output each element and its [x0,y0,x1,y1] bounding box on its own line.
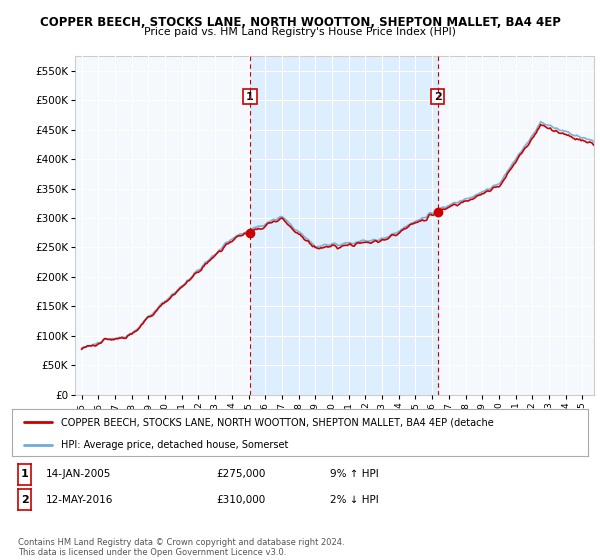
Text: 14-JAN-2005: 14-JAN-2005 [46,469,112,479]
Text: HPI: Average price, detached house, Somerset: HPI: Average price, detached house, Some… [61,440,289,450]
Text: 1: 1 [21,469,28,479]
Text: 12-MAY-2016: 12-MAY-2016 [46,494,113,505]
Text: 2: 2 [434,92,442,102]
Text: 9% ↑ HPI: 9% ↑ HPI [330,469,379,479]
Bar [250,56,437,395]
Text: £310,000: £310,000 [216,494,265,505]
Text: 1: 1 [246,92,254,102]
Text: Contains HM Land Registry data © Crown copyright and database right 2024.
This d: Contains HM Land Registry data © Crown c… [18,538,344,557]
Text: COPPER BEECH, STOCKS LANE, NORTH WOOTTON, SHEPTON MALLET, BA4 4EP: COPPER BEECH, STOCKS LANE, NORTH WOOTTON… [40,16,560,29]
Text: £275,000: £275,000 [216,469,265,479]
Text: COPPER BEECH, STOCKS LANE, NORTH WOOTTON, SHEPTON MALLET, BA4 4EP (detache: COPPER BEECH, STOCKS LANE, NORTH WOOTTON… [61,417,494,427]
Text: 2% ↓ HPI: 2% ↓ HPI [330,494,379,505]
Text: Price paid vs. HM Land Registry's House Price Index (HPI): Price paid vs. HM Land Registry's House … [144,27,456,37]
Text: 2: 2 [21,494,28,505]
